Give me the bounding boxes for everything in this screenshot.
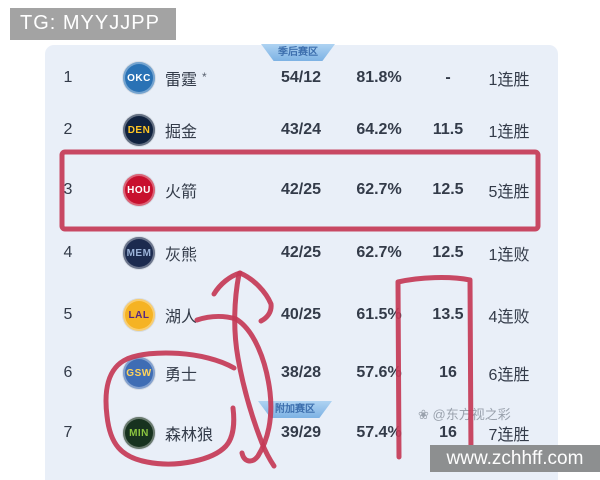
rank: 4 — [63, 244, 73, 261]
rank: 1 — [63, 69, 73, 86]
games-behind: 11.5 — [432, 121, 464, 138]
rank: 6 — [63, 364, 73, 381]
rank: 2 — [63, 121, 73, 138]
playoff-zone-banner: 季后赛区 — [261, 44, 335, 61]
playin-zone-banner: 附加赛区 — [258, 401, 332, 418]
team-name: 火箭 — [165, 184, 198, 201]
clinched-marker: * — [202, 70, 207, 84]
win-percentage: 62.7% — [356, 181, 402, 198]
team-name: 掘金 — [165, 124, 198, 141]
standings-row[interactable]: 3 HOU 火箭 42/25 62.7% 12.5 5连胜 — [45, 164, 558, 216]
team-logo-icon: GSW — [123, 357, 155, 389]
games-behind: 16 — [439, 424, 457, 441]
win-percentage: 57.4% — [356, 424, 402, 441]
team-name: 森林狼 — [165, 427, 214, 444]
rank: 3 — [63, 181, 73, 198]
win-loss-record: 38/28 — [280, 364, 322, 381]
team-logo-icon: HOU — [123, 174, 155, 206]
rank: 7 — [63, 424, 73, 441]
team-name: 灰熊 — [165, 247, 198, 264]
win-percentage: 62.7% — [356, 244, 402, 261]
standings-row[interactable]: 4 MEM 灰熊 42/25 62.7% 12.5 1连败 — [45, 227, 558, 279]
team-name: 雷霆 * — [165, 70, 207, 89]
social-watermark-text: @东方视之彩 — [432, 407, 511, 422]
team-logo-icon: LAL — [123, 299, 155, 331]
win-loss-record: 43/24 — [280, 121, 322, 138]
win-loss-record: 39/29 — [280, 424, 322, 441]
standings-row[interactable]: 2 DEN 掘金 43/24 64.2% 11.5 1连胜 — [45, 104, 558, 156]
team-name: 勇士 — [165, 367, 198, 384]
win-loss-record: 42/25 — [280, 244, 322, 261]
win-percentage: 81.8% — [356, 69, 402, 86]
games-behind: 13.5 — [432, 306, 464, 323]
streak: 5连胜 — [488, 184, 530, 201]
streak: 7连胜 — [488, 427, 530, 444]
games-behind: 12.5 — [432, 181, 464, 198]
win-loss-record: 54/12 — [280, 69, 322, 86]
team-logo-icon: OKC — [123, 62, 155, 94]
streak: 1连败 — [488, 247, 530, 264]
social-watermark: ❀ @东方视之彩 — [418, 404, 511, 423]
win-loss-record: 40/25 — [280, 306, 322, 323]
win-loss-record: 42/25 — [280, 181, 322, 198]
games-behind: 12.5 — [432, 244, 464, 261]
win-percentage: 61.5% — [356, 306, 402, 323]
tg-channel-badge: TG: MYYJJPP — [10, 8, 176, 40]
win-percentage: 64.2% — [356, 121, 402, 138]
streak: 1连胜 — [488, 124, 530, 141]
standings-row[interactable]: 6 GSW 勇士 38/28 57.6% 16 6连胜 — [45, 347, 558, 399]
team-logo-icon: MEM — [123, 237, 155, 269]
standings-row[interactable]: 1 OKC 雷霆 * 54/12 81.8% - 1连胜 — [45, 52, 558, 104]
streak: 6连胜 — [488, 367, 530, 384]
streak: 1连胜 — [488, 72, 530, 89]
team-logo-icon: MIN — [123, 417, 155, 449]
website-watermark-bar: www.zchhff.com — [430, 445, 600, 472]
games-behind: 16 — [439, 364, 457, 381]
games-behind: - — [445, 69, 451, 86]
win-percentage: 57.6% — [356, 364, 402, 381]
flower-icon: ❀ — [418, 407, 429, 422]
streak: 4连败 — [488, 309, 530, 326]
rank: 5 — [63, 306, 73, 323]
team-name: 湖人 — [165, 309, 198, 326]
standings-row[interactable]: 5 LAL 湖人 40/25 61.5% 13.5 4连败 — [45, 289, 558, 341]
team-logo-icon: DEN — [123, 114, 155, 146]
